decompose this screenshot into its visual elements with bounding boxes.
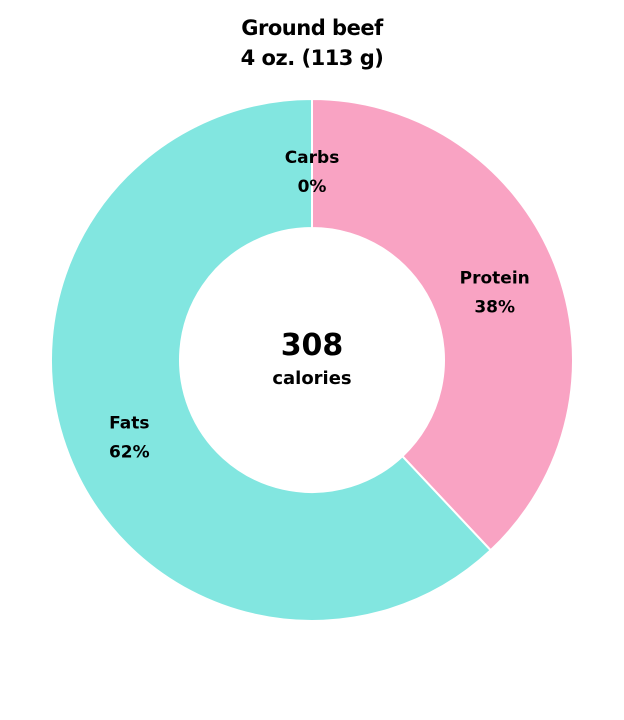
slice-label-protein: Protein [460, 269, 530, 289]
slice-percent-protein: 38% [474, 298, 515, 318]
slice-percent-fats: 62% [109, 442, 150, 462]
chart-title: Ground beef [241, 16, 383, 40]
slice-label-carbs: Carbs [285, 148, 340, 168]
slice-protein [311, 97, 574, 552]
slice-label-fats: Fats [109, 413, 149, 433]
center-calories-value: 308 [281, 328, 344, 363]
chart-subtitle: 4 oz. (113 g) [240, 46, 384, 70]
slice-percent-carbs: 0% [298, 177, 327, 197]
slice-fats [50, 97, 493, 622]
center-calories-label: calories [272, 368, 351, 389]
